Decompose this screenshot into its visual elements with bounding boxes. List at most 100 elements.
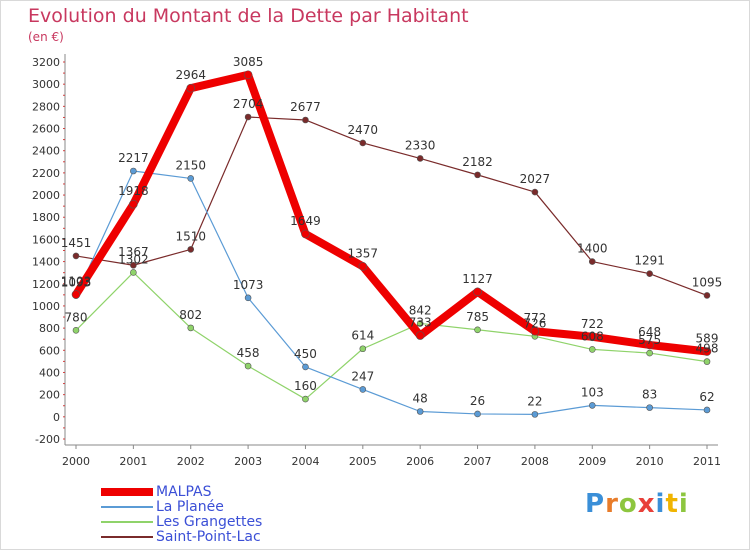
- data-point-les-grangettes: [359, 345, 367, 353]
- data-point-la-plan-e: [302, 363, 309, 371]
- data-point-la-plan-e: [244, 294, 252, 302]
- data-label-les-grangettes: 498: [696, 342, 719, 356]
- x-tick-label: 2006: [406, 455, 434, 468]
- data-point-malpas: [71, 290, 81, 299]
- data-label-malpas: 2964: [175, 68, 206, 82]
- data-label-la-plan-e: 1073: [233, 278, 264, 292]
- data-point-la-plan-e: [130, 167, 137, 175]
- y-tick-label: 1000: [32, 300, 60, 313]
- y-tick-label: 0: [53, 411, 60, 424]
- data-label-malpas: 1918: [118, 184, 149, 198]
- data-point-saint-point-lac: [302, 116, 309, 124]
- y-tick-label: -200: [35, 433, 60, 446]
- data-label-la-plan-e: 83: [642, 388, 657, 402]
- data-point-saint-point-lac: [646, 270, 653, 277]
- data-label-saint-point-lac: 2677: [290, 100, 321, 114]
- data-label-malpas: 648: [638, 325, 661, 339]
- legend-label: Saint-Point-Lac: [156, 529, 261, 545]
- y-tick-label: 2200: [32, 167, 60, 180]
- x-tick-label: 2004: [291, 455, 319, 468]
- x-tick-label: 2010: [636, 455, 664, 468]
- data-label-la-plan-e: 22: [527, 394, 542, 408]
- data-point-la-plan-e: [703, 406, 711, 414]
- data-point-malpas: [473, 287, 482, 297]
- data-label-les-grangettes: 1302: [118, 252, 149, 266]
- data-label-la-plan-e: 26: [470, 394, 485, 408]
- data-point-saint-point-lac: [588, 258, 596, 265]
- data-point-la-plan-e: [359, 386, 367, 393]
- logo-letter: P: [585, 489, 606, 519]
- proxiti-logo: Proxiti: [585, 489, 689, 519]
- logo-letter: i: [655, 489, 666, 519]
- y-tick-label: 1600: [32, 233, 60, 246]
- data-point-la-plan-e: [416, 408, 424, 415]
- data-label-saint-point-lac: 2470: [348, 123, 379, 137]
- data-point-malpas: [301, 229, 310, 239]
- data-point-les-grangettes: [302, 395, 309, 403]
- data-point-la-plan-e: [474, 410, 481, 418]
- data-point-les-grangettes: [646, 349, 653, 357]
- data-label-saint-point-lac: 1367: [118, 245, 149, 259]
- y-tick-label: 2800: [32, 100, 60, 113]
- data-label-les-grangettes: 802: [179, 308, 202, 322]
- data-label-les-grangettes: 614: [351, 329, 374, 343]
- data-label-saint-point-lac: 1400: [577, 242, 608, 256]
- data-label-les-grangettes: 726: [523, 316, 546, 330]
- data-label-la-plan-e: 103: [581, 385, 604, 399]
- data-point-saint-point-lac: [531, 188, 539, 196]
- legend-label: MALPAS: [156, 484, 212, 500]
- y-tick-label: 2000: [32, 189, 60, 202]
- data-point-la-plan-e: [187, 175, 195, 182]
- data-label-la-plan-e: 247: [351, 369, 374, 383]
- x-tick-label: 2000: [62, 455, 90, 468]
- data-label-la-plan-e: 450: [294, 347, 317, 361]
- data-point-malpas: [415, 331, 425, 340]
- data-label-les-grangettes: 458: [237, 346, 260, 360]
- logo-letter: t: [665, 489, 679, 519]
- legend-label: La Planée: [156, 499, 224, 515]
- data-point-malpas: [358, 262, 368, 271]
- data-label-malpas: 733: [409, 316, 432, 330]
- data-label-malpas: 3085: [233, 55, 264, 69]
- data-label-malpas: 722: [581, 317, 604, 331]
- data-point-malpas: [702, 347, 712, 356]
- data-label-malpas: 1357: [348, 246, 379, 260]
- series-line-les-grangettes: [75, 271, 708, 400]
- y-tick-label: 200: [39, 389, 60, 402]
- data-point-la-plan-e: [531, 411, 539, 418]
- data-point-saint-point-lac: [130, 261, 137, 269]
- data-label-saint-point-lac: 1510: [175, 229, 206, 243]
- data-point-les-grangettes: [244, 362, 252, 370]
- data-point-saint-point-lac: [703, 292, 711, 299]
- data-label-la-plan-e: 2217: [118, 151, 149, 165]
- y-tick-label: 2400: [32, 145, 60, 158]
- data-label-saint-point-lac: 1291: [634, 254, 665, 268]
- x-tick-label: 2002: [177, 455, 205, 468]
- x-tick-label: 2003: [234, 455, 262, 468]
- y-tick-label: 600: [39, 344, 60, 357]
- data-label-saint-point-lac: 1451: [61, 236, 92, 250]
- logo-letter: r: [605, 489, 619, 519]
- logo-letter: i: [678, 489, 689, 519]
- data-label-malpas: 1649: [290, 214, 321, 228]
- y-tick-label: 1200: [32, 278, 60, 291]
- series-line-la-plan-e: [75, 170, 708, 415]
- data-point-la-plan-e: [646, 404, 653, 411]
- y-tick-label: 1800: [32, 211, 60, 224]
- series-line-saint-point-lac: [75, 116, 708, 297]
- data-label-saint-point-lac: 2330: [405, 138, 436, 152]
- data-point-les-grangettes: [474, 326, 481, 334]
- y-tick-label: 400: [39, 366, 60, 379]
- data-point-saint-point-lac: [187, 246, 195, 253]
- x-tick-label: 2008: [521, 455, 549, 468]
- legend-swatch: [101, 506, 153, 508]
- data-label-saint-point-lac: 2704: [233, 97, 264, 111]
- x-tick-label: 2001: [119, 455, 147, 468]
- data-label-la-plan-e: 1093: [61, 276, 92, 290]
- data-label-la-plan-e: 62: [699, 390, 714, 404]
- data-point-les-grangettes: [130, 269, 137, 276]
- data-point-malpas: [645, 340, 654, 350]
- data-label-les-grangettes: 780: [65, 310, 88, 324]
- x-tick-label: 2005: [349, 455, 377, 468]
